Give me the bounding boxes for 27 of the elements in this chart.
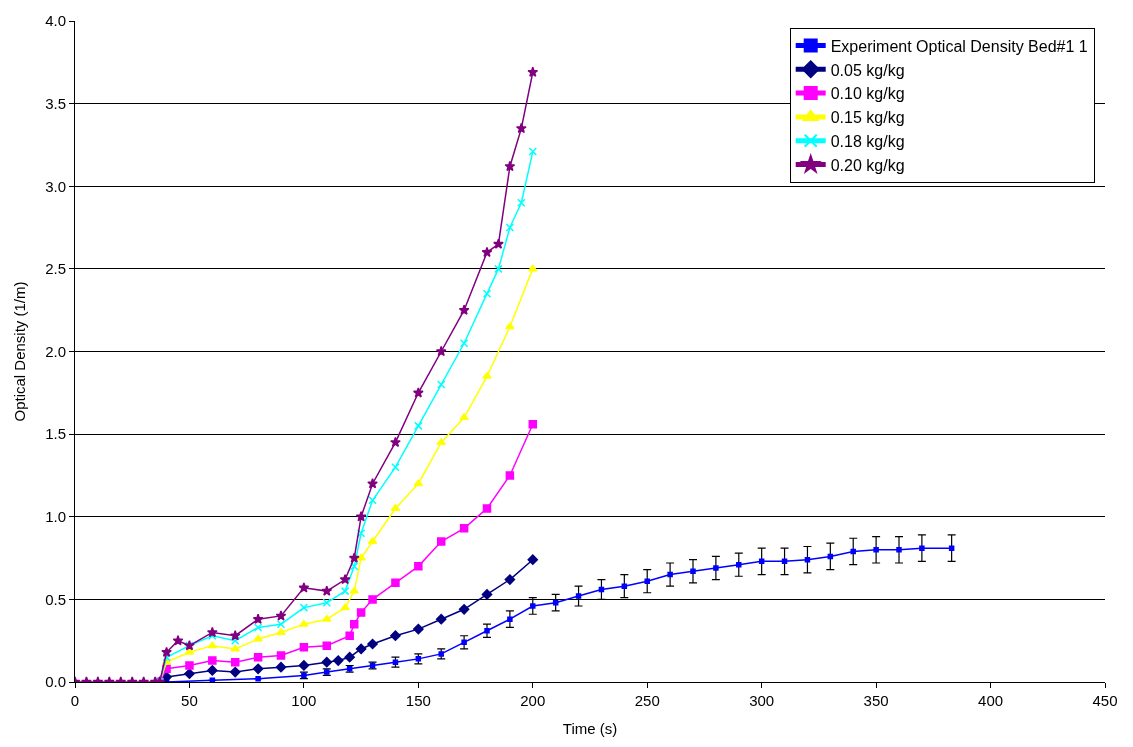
legend-label: 0.15 kg/kg xyxy=(830,109,905,127)
legend-label: Experiment Optical Density Bed#1 1 xyxy=(830,37,1088,55)
x-tick-label: 50 xyxy=(181,692,198,709)
y-tick-label: 1.5 xyxy=(45,425,66,443)
y-tick-label: 2.5 xyxy=(45,260,66,278)
x-tick-label: 350 xyxy=(863,692,889,709)
y-tick-label: 1.0 xyxy=(45,508,66,525)
x-tick-label: 300 xyxy=(749,692,775,709)
y-tick-label: 3.5 xyxy=(45,94,66,112)
legend-label: 0.20 kg/kg xyxy=(830,156,905,174)
y-tick-label: 2.0 xyxy=(45,342,66,360)
legend-label: 0.10 kg/kg xyxy=(830,85,905,103)
legend-label: 0.18 kg/kg xyxy=(830,132,905,150)
y-tick-label: 0.5 xyxy=(45,590,66,608)
legend-label: 0.05 kg/kg xyxy=(830,61,905,79)
x-tick-label: 100 xyxy=(291,692,317,709)
x-tick-label: 450 xyxy=(1092,692,1118,709)
x-axis-title: Time (s) xyxy=(562,720,618,737)
x-tick-label: 250 xyxy=(634,692,660,709)
y-tick-label: 0.0 xyxy=(45,673,66,691)
x-tick-label: 0 xyxy=(70,692,80,709)
x-tick-label: 200 xyxy=(520,692,546,709)
y-tick-label: 4.0 xyxy=(45,12,66,30)
x-tick-label: 400 xyxy=(978,692,1004,709)
x-tick-label: 150 xyxy=(405,692,431,709)
y-tick-label: 3.0 xyxy=(45,177,66,195)
y-axis-title: Optical Density (1/m) xyxy=(11,281,29,422)
